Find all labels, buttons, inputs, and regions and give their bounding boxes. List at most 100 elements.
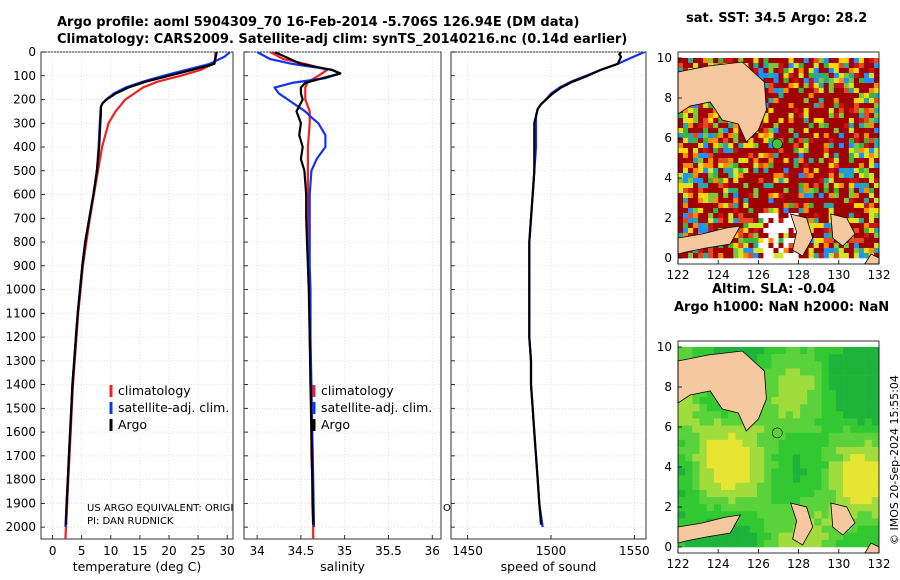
sla-map-cell [843,489,851,498]
sst-map-cell [728,218,734,224]
sst-map-cell [768,183,774,189]
sla-map-cell [871,354,880,362]
sst-map-cell [713,158,719,164]
sst-map-cell [678,223,684,229]
sst-map-cell [763,63,769,69]
sla-map-cell [850,382,858,391]
sla-map-cell [864,532,873,541]
sla-map-cell [814,447,822,455]
sst-map-cell [873,133,880,139]
sst-map-cell [858,208,865,214]
sst-map-cell [853,193,860,199]
sst-map-cell [813,233,819,239]
sst-map-cell [743,178,749,184]
sst-map-cell [723,193,729,199]
sst-map-cell [763,148,769,154]
sla-map-cell [742,525,751,534]
sst-map-cell [863,98,870,104]
sla-map-cell [706,454,715,462]
sst-map-cell [823,248,830,254]
sst-map-cell [823,113,830,119]
sla-map-cell [871,418,880,426]
sla-map-cell [828,404,837,412]
sla-map-cell [843,447,851,455]
sst-map-cell [753,58,759,64]
sst-map-cell [843,208,850,214]
sla-map-cell [871,539,880,548]
sst-map-cell [708,168,714,174]
sst-map-cell [863,173,870,179]
sst-map-cell [838,83,845,89]
sst-map-cell [748,193,754,199]
sst-map-cell [818,178,825,184]
sla-map-cell [850,375,858,384]
sla-map-cell [728,497,736,505]
sst-map-cell [853,88,860,94]
sst-map-cell [863,178,870,184]
salinity-series-argo [274,52,342,525]
sst-map-cell [778,168,784,174]
sla-map-cell [742,439,751,448]
sla-map-cell [749,489,758,498]
sst-map-cell [853,113,860,119]
sst-map-cell [808,158,814,164]
temperature-xlabel: temperature (deg C) [73,559,202,574]
sst-map-cell [708,148,714,154]
sla-map-cell [792,432,801,441]
sst-map-cell [788,113,794,119]
sst-map-cell [813,68,819,74]
sst-map-cell [853,78,860,84]
sst-map-cell [733,133,739,139]
sst-map-cell [723,168,729,174]
sla-map-cell [807,375,815,384]
sst-map-cell [778,108,784,114]
sst-map-cell [728,128,734,134]
sla-map-cell [685,489,693,498]
sla-map-cell [864,432,873,441]
sst-map-cell [853,133,860,139]
sla-map-cell [864,382,873,391]
sla-map-cell [814,461,822,469]
sst-map-cell [873,173,880,179]
sst-map-cell [718,218,724,224]
sst-map-cell [688,193,694,199]
sst-map-cell [713,188,719,194]
sst-map-cell [783,93,789,99]
sst-map-cell [743,58,749,64]
sla-map-cell [800,454,808,462]
sla-map-xtick-label: 122 [667,557,690,571]
sst-map-cell [753,163,759,169]
sst-map-cell [728,138,734,144]
sst-map-cell [828,78,835,84]
sla-map-cell [807,404,815,412]
sst-map-cell [798,193,804,199]
sst-map-cell [823,163,830,169]
sst-map-cell [828,163,835,169]
sst-map-cell [853,123,860,129]
sst-map-cell [698,253,704,259]
sst-map-cell [793,173,799,179]
sst-map-cell [783,158,789,164]
sla-map-cell [713,511,722,519]
sst-map-cell [773,103,779,109]
sst-map-cell [778,183,784,189]
sla-map-cell [857,411,865,419]
sst-map-cell [783,128,789,134]
sst-map-cell [683,58,689,64]
sst-map-cell [803,93,809,99]
sla-map-cell [843,382,851,391]
sst-map-cell [723,163,729,169]
sst-map-cell [768,158,774,164]
sla-map-cell [764,347,772,355]
sst-map-cell [873,143,880,149]
sla-map-cell [864,375,873,384]
sst-map-cell [838,153,845,159]
sst-map-cell [783,243,789,249]
sst-map-cell [703,253,709,259]
sla-map-cell [756,525,765,534]
sla-map-cell [850,525,858,534]
sst-map-cell [703,133,709,139]
sst-map-cell [783,98,789,104]
sla-map-cell [685,411,693,419]
sst-map-cell [678,173,684,179]
